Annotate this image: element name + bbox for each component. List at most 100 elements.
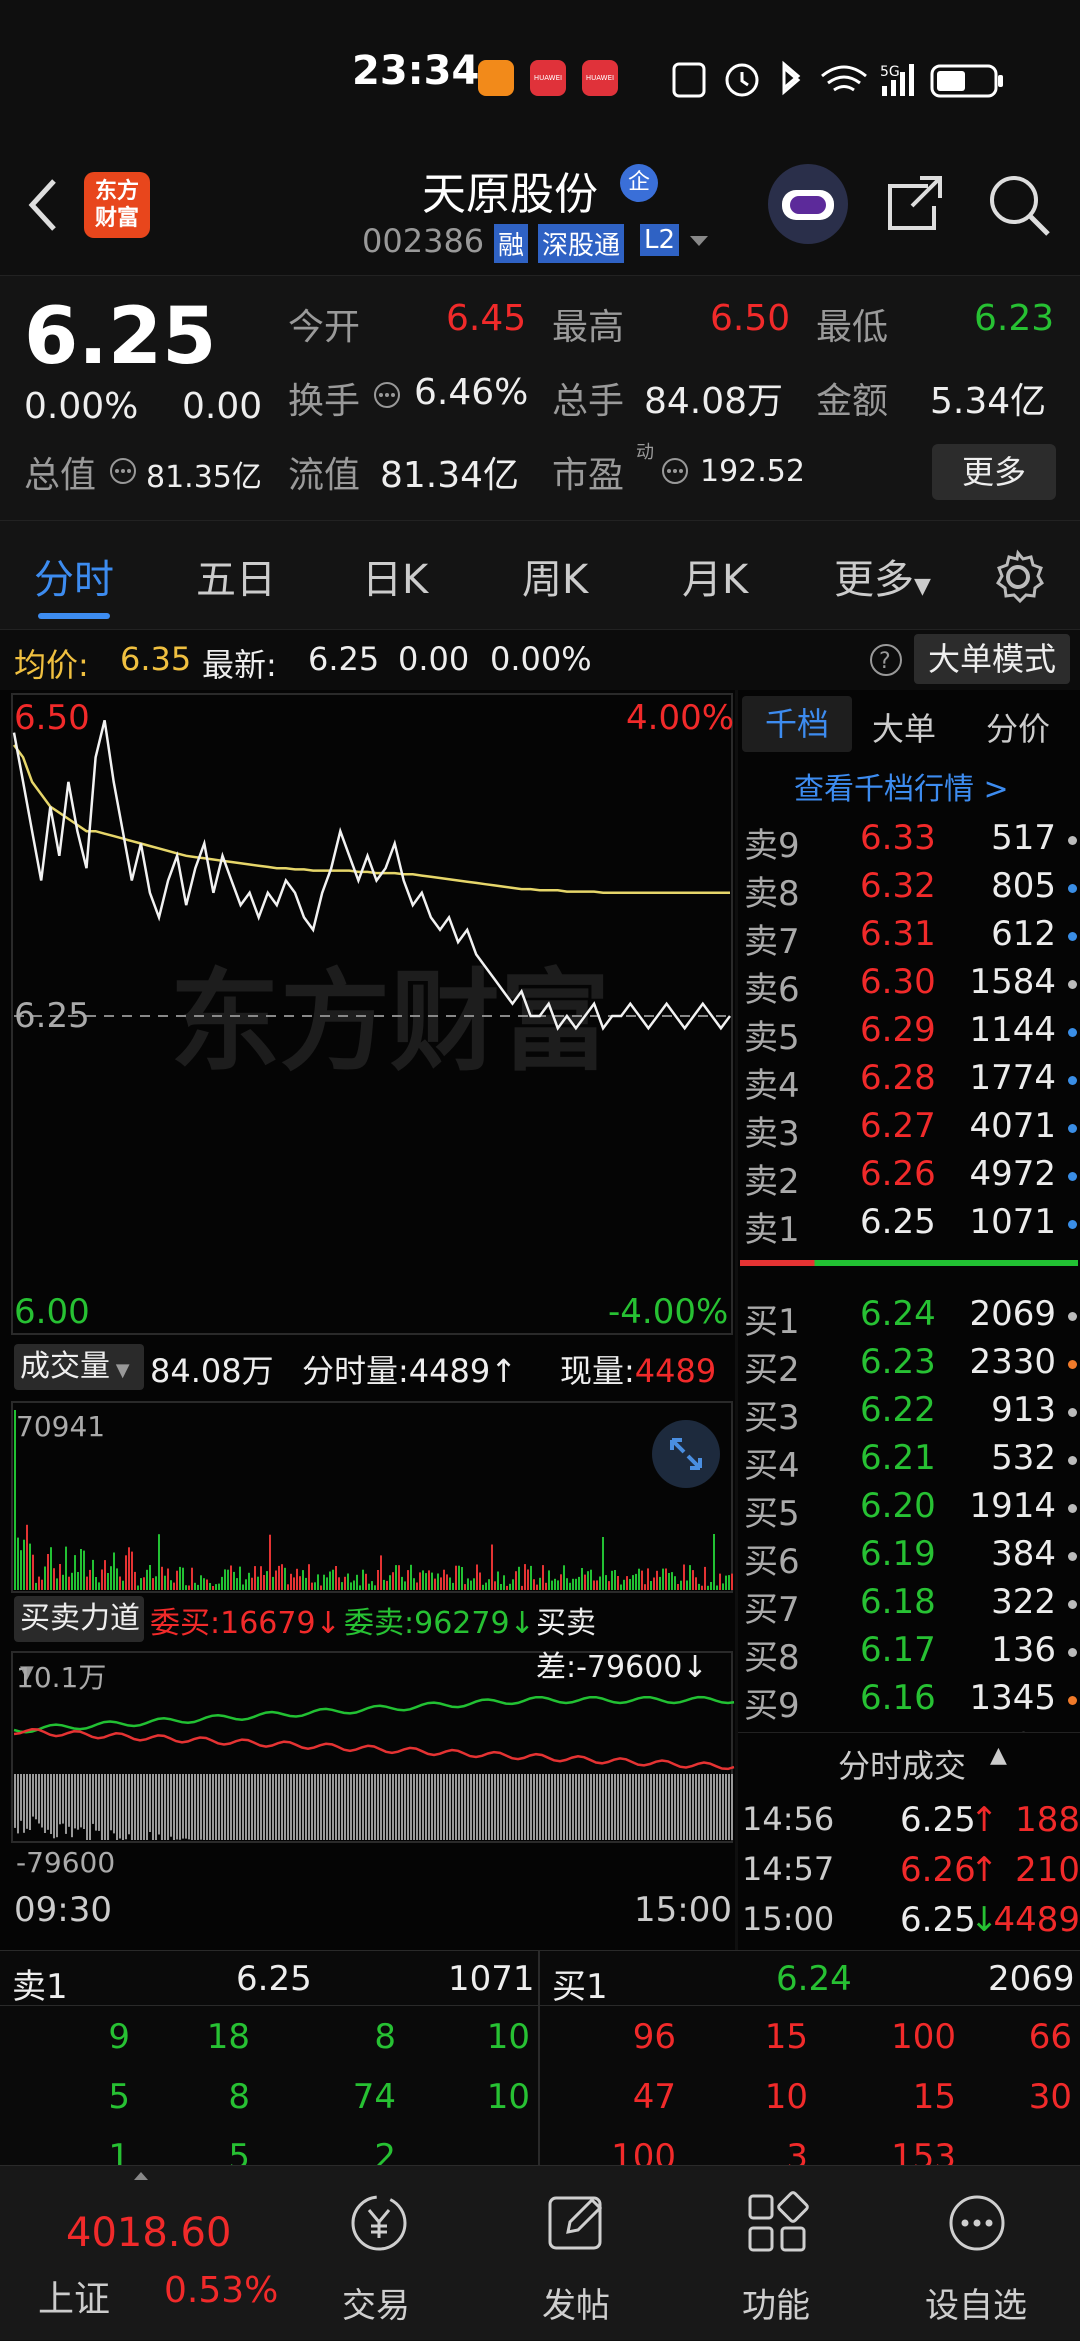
force-bar bbox=[710, 1774, 712, 1840]
force-bar bbox=[191, 1774, 193, 1840]
tab-big-orders[interactable]: 大单 bbox=[872, 710, 937, 748]
back-icon[interactable] bbox=[22, 175, 62, 235]
force-bar bbox=[257, 1774, 259, 1840]
volume-bar bbox=[212, 1586, 214, 1590]
more-button[interactable]: 更多 bbox=[932, 444, 1056, 500]
y-mid-price: 6.25 bbox=[14, 996, 90, 1036]
force-bar bbox=[380, 1774, 382, 1840]
bid-row[interactable]: 买3 6.22 913 bbox=[738, 1386, 1080, 1438]
bid-row[interactable]: 买4 6.21 532 bbox=[738, 1434, 1080, 1486]
bid-row[interactable]: 买8 6.17 136 bbox=[738, 1626, 1080, 1678]
high-price: 6.50 bbox=[710, 298, 791, 339]
ask-row[interactable]: 卖3 6.27 4071 bbox=[738, 1102, 1080, 1154]
volume-bar bbox=[641, 1570, 643, 1590]
tab-intraday[interactable]: 分时 bbox=[34, 557, 114, 603]
ask-row[interactable]: 卖1 6.25 1071 bbox=[738, 1198, 1080, 1250]
bid-row[interactable]: 买7 6.18 322 bbox=[738, 1578, 1080, 1630]
tick-bid-cell: 15 bbox=[912, 2077, 956, 2117]
view-levels-link[interactable]: 查看千档行情 > bbox=[794, 772, 1009, 807]
order-dot-icon bbox=[1068, 1552, 1077, 1561]
volume-bar bbox=[623, 1579, 625, 1590]
robot-avatar-icon[interactable] bbox=[768, 164, 848, 244]
tab-monthly-k[interactable]: 月K bbox=[682, 557, 749, 603]
force-bar bbox=[131, 1774, 133, 1840]
tick-bid-cell: 153 bbox=[891, 2137, 956, 2165]
ask-row[interactable]: 卖8 6.32 805 bbox=[738, 862, 1080, 914]
force-bar bbox=[698, 1774, 700, 1840]
share-icon[interactable] bbox=[884, 172, 946, 234]
force-bar bbox=[605, 1774, 607, 1840]
volume-bar bbox=[626, 1576, 628, 1590]
volume-bar bbox=[125, 1555, 127, 1590]
tab-weekly-k[interactable]: 周K bbox=[522, 557, 589, 603]
volume-bar bbox=[410, 1564, 412, 1590]
volume-bar bbox=[311, 1582, 313, 1590]
force-bar bbox=[266, 1774, 268, 1840]
intraday-chart-area: 东方财富 6.50 4.00% 6.25 6.00 -4.00% 成交量 ▼ 8… bbox=[0, 690, 735, 1950]
force-bar bbox=[218, 1774, 220, 1840]
force-bar bbox=[95, 1774, 97, 1831]
force-bar bbox=[134, 1774, 136, 1840]
alarm-icon bbox=[725, 63, 759, 97]
ask-row[interactable]: 卖5 6.29 1144 bbox=[738, 1006, 1080, 1058]
force-bar bbox=[89, 1774, 91, 1840]
brand-line2: 财富 bbox=[94, 206, 139, 231]
trades-header[interactable]: 分时成交 ▲ bbox=[738, 1732, 1080, 1790]
force-bar bbox=[410, 1774, 412, 1840]
order-dot-icon bbox=[1068, 1028, 1077, 1037]
tab-thousand-level[interactable]: 千档 bbox=[742, 696, 852, 752]
bid-row[interactable]: 买2 6.23 2330 bbox=[738, 1338, 1080, 1390]
dropdown-icon[interactable] bbox=[688, 232, 710, 250]
edit-icon bbox=[548, 2196, 603, 2250]
nav-post[interactable]: 发帖 bbox=[476, 2166, 676, 2341]
index-widget[interactable]: 4018.60 上证 0.53% bbox=[0, 2166, 300, 2341]
volume-bar bbox=[614, 1570, 616, 1590]
index-value: 4018.60 bbox=[66, 2210, 232, 2256]
tab-more[interactable]: 更多▼ bbox=[834, 547, 931, 605]
volume-bar bbox=[206, 1579, 208, 1590]
force-bar bbox=[371, 1774, 373, 1840]
tab-five-day[interactable]: 五日 bbox=[196, 557, 276, 603]
nav-functions[interactable]: 功能 bbox=[676, 2166, 876, 2341]
nav-trade[interactable]: 交易 bbox=[276, 2166, 476, 2341]
big-order-mode-button[interactable]: 大单模式 bbox=[914, 634, 1070, 684]
order-dot-icon bbox=[1068, 836, 1077, 845]
volume-bar bbox=[362, 1569, 364, 1590]
volume-bar bbox=[533, 1579, 535, 1590]
info-icon[interactable] bbox=[108, 456, 138, 486]
ask-row[interactable]: 卖4 6.28 1774 bbox=[738, 1054, 1080, 1106]
ask-row[interactable]: 卖2 6.26 4972 bbox=[738, 1150, 1080, 1202]
volume-bar bbox=[170, 1580, 172, 1590]
tab-price-dist[interactable]: 分价 bbox=[986, 710, 1051, 748]
bid-row[interactable]: 买9 6.16 1345 bbox=[738, 1674, 1080, 1726]
volume-selector[interactable]: 成交量 ▼ bbox=[14, 1344, 144, 1390]
tick-bid-label: 买1 bbox=[552, 1967, 608, 2007]
ask-row[interactable]: 卖9 6.33 517 bbox=[738, 814, 1080, 866]
sell-force-line bbox=[13, 1727, 735, 1771]
nav-add-watchlist[interactable]: 设自选 bbox=[876, 2166, 1076, 2341]
info-icon[interactable] bbox=[660, 456, 690, 486]
trade-time: 14:57 bbox=[742, 1850, 835, 1888]
ask-row[interactable]: 卖6 6.30 1584 bbox=[738, 958, 1080, 1010]
ask-row[interactable]: 卖7 6.31 612 bbox=[738, 910, 1080, 962]
volume-bar bbox=[677, 1584, 679, 1590]
volume-bar bbox=[359, 1585, 361, 1590]
force-bar bbox=[305, 1774, 307, 1840]
bid-row[interactable]: 买5 6.20 1914 bbox=[738, 1482, 1080, 1534]
bid-row[interactable]: 买1 6.24 2069 bbox=[738, 1290, 1080, 1342]
expand-button[interactable] bbox=[652, 1420, 720, 1488]
search-icon[interactable] bbox=[986, 172, 1052, 238]
order-dot-icon bbox=[1068, 884, 1077, 893]
info-icon[interactable] bbox=[372, 380, 402, 410]
help-icon[interactable]: ? bbox=[868, 642, 904, 678]
force-bar bbox=[536, 1774, 538, 1840]
force-bar bbox=[599, 1774, 601, 1840]
volume-bar bbox=[509, 1583, 511, 1590]
gear-icon[interactable] bbox=[990, 549, 1046, 605]
tab-daily-k[interactable]: 日K bbox=[362, 557, 429, 603]
bid-row[interactable]: 买6 6.19 384 bbox=[738, 1530, 1080, 1582]
pe-dynamic-sup: 动 bbox=[636, 442, 654, 463]
force-selector[interactable]: 买卖力道 ▼ bbox=[14, 1596, 144, 1683]
force-bar bbox=[350, 1774, 352, 1840]
force-bar bbox=[593, 1774, 595, 1840]
